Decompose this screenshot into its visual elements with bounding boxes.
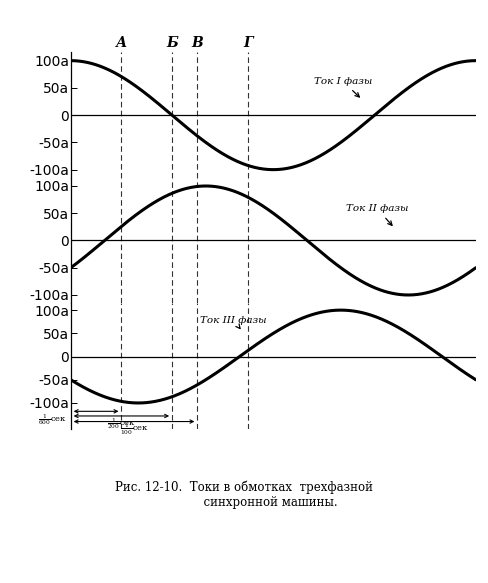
Text: Ток II фазы: Ток II фазы	[346, 205, 408, 226]
Text: А: А	[116, 36, 127, 50]
Text: Рис. 12-10.  Токи в обмотках  трехфазной
              синхронной машины.: Рис. 12-10. Токи в обмотках трехфазной с…	[115, 481, 373, 510]
Text: $\mathregular{\frac{1}{100}}$сек: $\mathregular{\frac{1}{100}}$сек	[120, 423, 148, 437]
Text: Ток III фазы: Ток III фазы	[201, 316, 267, 329]
Text: $\mathregular{\frac{1}{200}}$сек: $\mathregular{\frac{1}{200}}$сек	[107, 417, 136, 431]
Text: $\mathregular{\frac{1}{600}}$сек: $\mathregular{\frac{1}{600}}$сек	[38, 412, 67, 427]
Text: В: В	[191, 36, 203, 50]
Text: Б: Б	[166, 36, 178, 50]
Text: Г: Г	[243, 36, 253, 50]
Text: Ток I фазы: Ток I фазы	[314, 77, 372, 97]
